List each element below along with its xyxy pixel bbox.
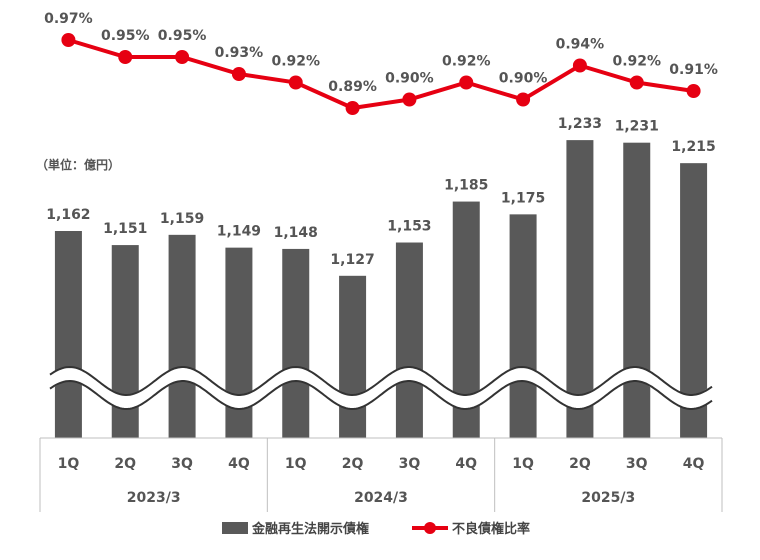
ratio-value-label: 0.93% — [215, 45, 264, 61]
ratio-value-label: 0.97% — [44, 11, 93, 27]
x-tick-label: 2Q — [114, 456, 136, 472]
ratio-point-8 — [459, 75, 474, 90]
bar-10 — [566, 140, 594, 438]
legend-bar-swatch — [222, 521, 248, 534]
ratio-value-label: 0.89% — [328, 79, 377, 95]
bar-value-label: 1,149 — [217, 224, 261, 240]
ratio-value-label: 0.95% — [158, 28, 207, 44]
ratio-line — [67, 38, 694, 111]
x-tick-label: 4Q — [683, 456, 705, 472]
bar-value-label: 1,233 — [558, 116, 602, 132]
axis-break-line-bottom — [49, 379, 713, 411]
bar-value-label: 1,153 — [387, 219, 431, 235]
x-tick-label: 1Q — [285, 456, 307, 472]
ratio-value-label: 0.92% — [612, 54, 661, 70]
x-tick-label: 2Q — [569, 456, 591, 472]
x-tick-label: 3Q — [399, 456, 421, 472]
bar-9 — [509, 214, 537, 438]
unit-label: （単位：億円） — [36, 158, 121, 172]
ratio-value-label: 0.90% — [499, 71, 548, 87]
bar-value-label: 1,148 — [274, 225, 318, 241]
x-tick-label: 4Q — [455, 456, 477, 472]
x-tick-label: 1Q — [512, 456, 534, 472]
legend-line-label: 不良債権比率 — [452, 522, 531, 537]
x-tick-label: 1Q — [58, 456, 80, 472]
ratio-point-1 — [61, 33, 76, 47]
bar-value-label: 1,215 — [671, 139, 715, 155]
bar-value-label: 1,151 — [103, 221, 147, 237]
ratio-point-11 — [629, 75, 644, 90]
ratio-point-6 — [345, 101, 360, 115]
bar-3 — [168, 234, 196, 438]
legend-item-line: 不良債権比率 — [412, 518, 530, 537]
bar-7 — [395, 242, 423, 438]
x-tick-label: 4Q — [228, 456, 250, 472]
ratio-point-9 — [516, 92, 531, 107]
ratio-value-label: 0.95% — [101, 28, 150, 44]
bar-value-label: 1,175 — [501, 190, 545, 206]
bar-value-label: 1,185 — [444, 178, 488, 194]
bar-11 — [623, 142, 651, 438]
x-tick-label: 3Q — [171, 456, 193, 472]
ratio-point-2 — [118, 50, 133, 64]
ratio-value-label: 0.92% — [271, 54, 320, 70]
ratio-value-label: 0.92% — [442, 54, 491, 70]
bar-value-label: 1,231 — [615, 119, 659, 135]
ratio-point-4 — [231, 67, 246, 81]
bar-6 — [339, 275, 367, 438]
bar-value-label: 1,127 — [330, 252, 374, 268]
legend-bar-label: 金融再生法開示債権 — [252, 522, 370, 537]
x-group-label: 2024/3 — [354, 490, 408, 506]
bar-1 — [54, 231, 82, 438]
ratio-value-label: 0.91% — [669, 62, 718, 78]
legend: 金融再生法開示債権 不良債権比率 — [0, 518, 760, 546]
ratio-point-5 — [288, 75, 303, 90]
x-group-label: 2023/3 — [127, 490, 181, 506]
axis-break-line-top — [49, 365, 713, 397]
ratio-point-3 — [175, 50, 190, 64]
bar-value-label: 1,159 — [160, 211, 204, 227]
x-group-label: 2025/3 — [581, 490, 635, 506]
legend-item-bars: 金融再生法開示債権 — [222, 518, 369, 537]
bar-5 — [282, 248, 310, 438]
ratio-value-label: 0.90% — [385, 71, 434, 87]
bar-value-label: 1,162 — [46, 207, 90, 223]
ratio-value-label: 0.94% — [556, 37, 605, 53]
x-tick-label: 2Q — [342, 456, 364, 472]
x-tick-label: 3Q — [626, 456, 648, 472]
ratio-point-7 — [402, 92, 417, 107]
axis-break-band — [46, 366, 717, 410]
ratio-point-12 — [686, 84, 701, 98]
legend-line-swatch — [412, 521, 448, 534]
ratio-point-10 — [572, 58, 587, 73]
